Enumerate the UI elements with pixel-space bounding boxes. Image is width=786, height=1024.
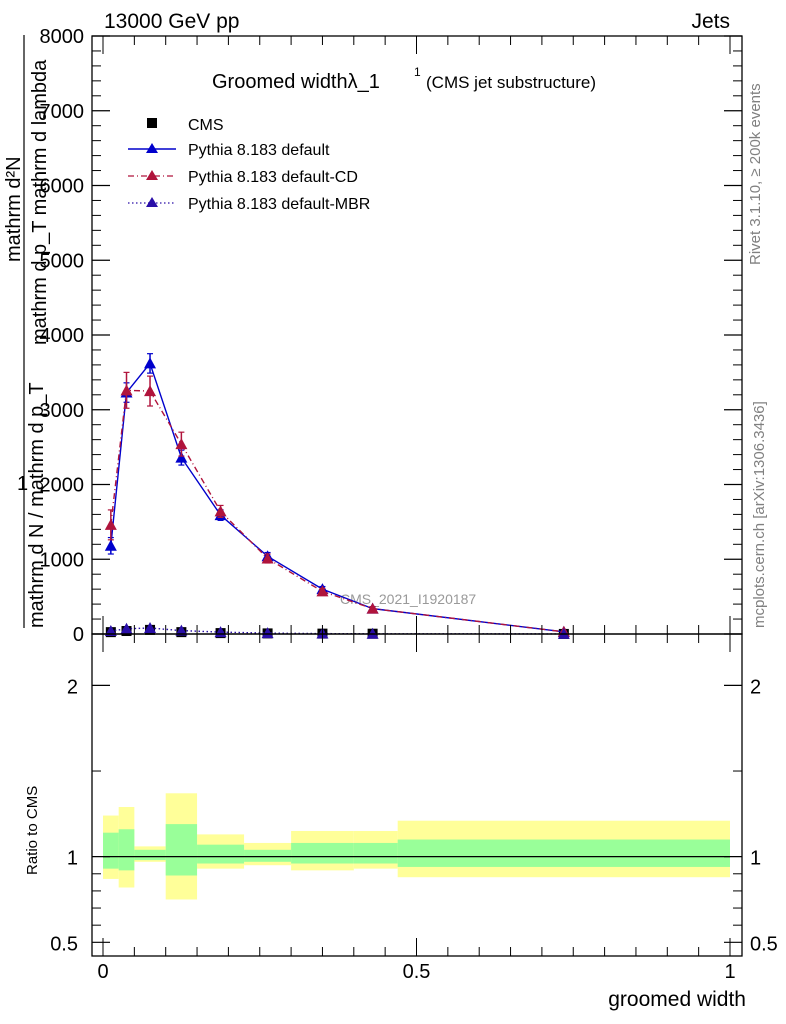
legend-label-default: Pythia 8.183 default: [188, 142, 330, 159]
data-point-pythia-8-183-default-cd: [316, 585, 329, 597]
chart-title-main: Groomed widthλ_1: [212, 71, 380, 93]
legend-marker-default: [146, 143, 158, 153]
y-tick-label-ratio-right: 1: [750, 848, 761, 870]
legend-item-cms: CMS: [147, 117, 224, 134]
data-point-pythia-8-183-default-mbr: [261, 627, 274, 639]
data-point-pythia-8-183-default-cd: [144, 385, 157, 397]
y-tick-label-main: 8000: [40, 26, 85, 48]
y-tick-label-main: 3000: [40, 400, 85, 422]
data-point-pythia-8-183-default-mbr: [366, 627, 379, 639]
y-label-numerator-2: mathrm d p_T mathrm d lambda: [29, 59, 51, 345]
data-point-pythia-8-183-default-mbr: [104, 625, 117, 637]
chart-title-sup: 1: [414, 65, 421, 79]
axes: 0 1000 2000 3000 4000 5000 6000 7000 8000 0.5 0.5 1…: [40, 26, 778, 983]
y-tick-label-ratio-right: 0.5: [750, 933, 778, 955]
ratio-band-green: [197, 844, 245, 864]
data-point-pythia-8-183-default-cd: [214, 505, 227, 517]
watermark: CMS_2021_I1920187: [340, 591, 476, 607]
ratio-band-green: [134, 849, 166, 861]
data-point-pythia-8-183-default-mbr: [144, 622, 157, 634]
data-point-pythia-8-183-default: [144, 357, 157, 369]
chart-title-suffix: (CMS jet substructure): [426, 73, 596, 92]
y-tick-label-main: 6000: [40, 176, 85, 198]
data-point-pythia-8-183-default-cd: [261, 552, 274, 564]
y-tick-label-ratio: 0.5: [50, 933, 78, 955]
series-line-pythia-8-183-default-cd: [110, 389, 564, 633]
ratio-band-green: [118, 829, 135, 871]
mcplots-label: mcplots.cern.ch [arXiv:1306.3436]: [751, 401, 768, 628]
data-point-pythia-8-183-default-mbr: [120, 622, 133, 634]
y-tick-label-ratio: 1: [67, 848, 78, 870]
x-tick-label: 1: [724, 961, 735, 983]
chart-title: Groomed widthλ_1 1 (CMS jet substructure…: [212, 65, 596, 93]
y-tick-label-ratio: 2: [67, 676, 78, 698]
ratio-band-green: [291, 842, 354, 864]
main-panel: [104, 353, 570, 639]
legend-label-cms: CMS: [188, 117, 224, 134]
y-axis-label-main: 1 mathrm d N / mathrm d p_T mathrm d²N m…: [3, 35, 51, 628]
series-line-pythia-8-183-default: [110, 361, 564, 633]
x-axis-label: groomed width: [608, 988, 746, 1011]
header-right: Jets: [691, 10, 730, 33]
y-tick-label-main: 4000: [40, 325, 85, 347]
legend-label-mbr: Pythia 8.183 default-MBR: [188, 196, 370, 213]
y-label-denominator: mathrm d N / mathrm d p_T: [26, 382, 48, 628]
legend-label-cd: Pythia 8.183 default-CD: [188, 169, 358, 186]
rivet-label: Rivet 3.1.10, ≥ 200k events: [747, 83, 764, 265]
ratio-band-green: [397, 839, 730, 867]
y-tick-label-main: 7000: [40, 101, 85, 123]
legend-marker-mbr: [146, 197, 158, 207]
data-point-pythia-8-183-default-cd: [175, 438, 188, 450]
legend-marker-cd: [146, 170, 158, 180]
x-tick-label: 0: [97, 961, 108, 983]
data-point-pythia-8-183-default-cd: [120, 384, 133, 396]
legend: CMS Pythia 8.183 default Pythia 8.183 de…: [128, 117, 370, 213]
ratio-band-green: [244, 849, 292, 862]
y-label-one: 1: [17, 473, 28, 495]
y-tick-label-main: 5000: [40, 250, 85, 272]
y-tick-label-main: 0: [73, 624, 84, 646]
y-tick-label-main: 2000: [40, 475, 85, 497]
header-left: 13000 GeV pp: [104, 10, 239, 33]
data-point-pythia-8-183-default: [104, 539, 117, 551]
data-point-pythia-8-183-default: [175, 451, 188, 463]
legend-item-mbr: Pythia 8.183 default-MBR: [128, 196, 370, 213]
ratio-band-green: [165, 824, 198, 876]
y-tick-label-main: 1000: [40, 549, 85, 571]
y-axis-label-ratio: Ratio to CMS: [24, 786, 41, 875]
legend-marker-cms: [147, 118, 157, 128]
legend-item-default: Pythia 8.183 default: [128, 142, 330, 159]
data-point-pythia-8-183-default-cd: [104, 518, 117, 530]
data-point-pythia-8-183-default-mbr: [175, 624, 188, 636]
ratio-band-green: [103, 832, 119, 869]
y-tick-label-ratio-right: 2: [750, 676, 761, 698]
x-tick-label: 0.5: [403, 961, 431, 983]
data-point-pythia-8-183-default-cd: [366, 602, 379, 614]
ratio-band-green: [353, 842, 398, 864]
ratio-panel: [103, 793, 730, 900]
y-label-numerator-1: mathrm d²N: [3, 156, 25, 262]
legend-item-cd: Pythia 8.183 default-CD: [128, 169, 358, 186]
